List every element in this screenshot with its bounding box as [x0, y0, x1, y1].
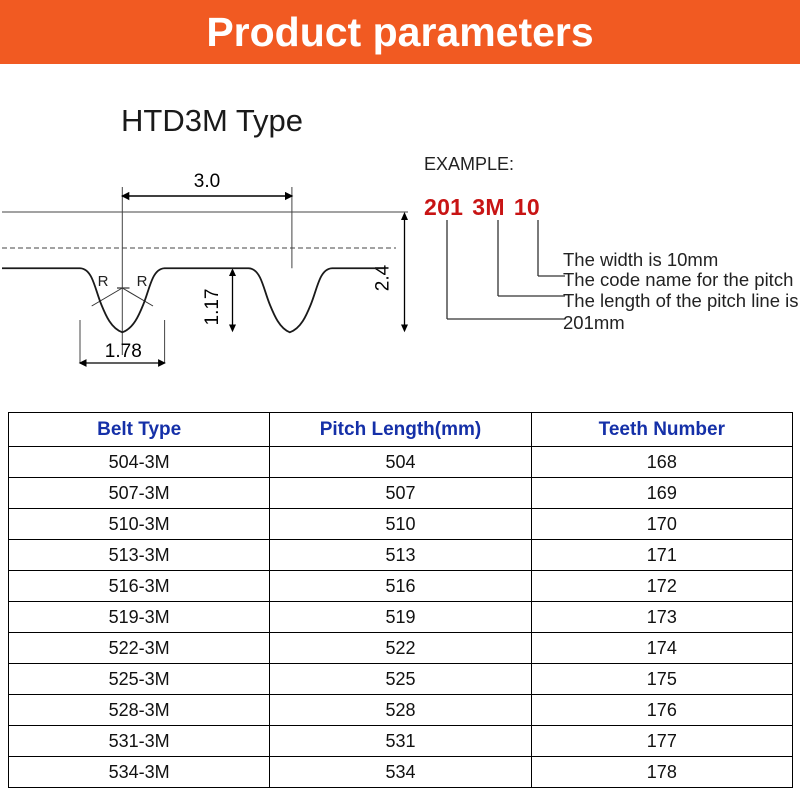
svg-text:R: R	[137, 273, 148, 290]
svg-text:1.78: 1.78	[105, 341, 142, 362]
svg-text:1.17: 1.17	[202, 289, 223, 326]
svg-text:R: R	[98, 273, 109, 290]
svg-text:3.0: 3.0	[194, 171, 220, 192]
